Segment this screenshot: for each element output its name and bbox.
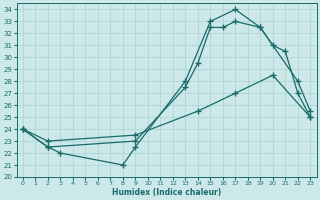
X-axis label: Humidex (Indice chaleur): Humidex (Indice chaleur) (112, 188, 221, 197)
